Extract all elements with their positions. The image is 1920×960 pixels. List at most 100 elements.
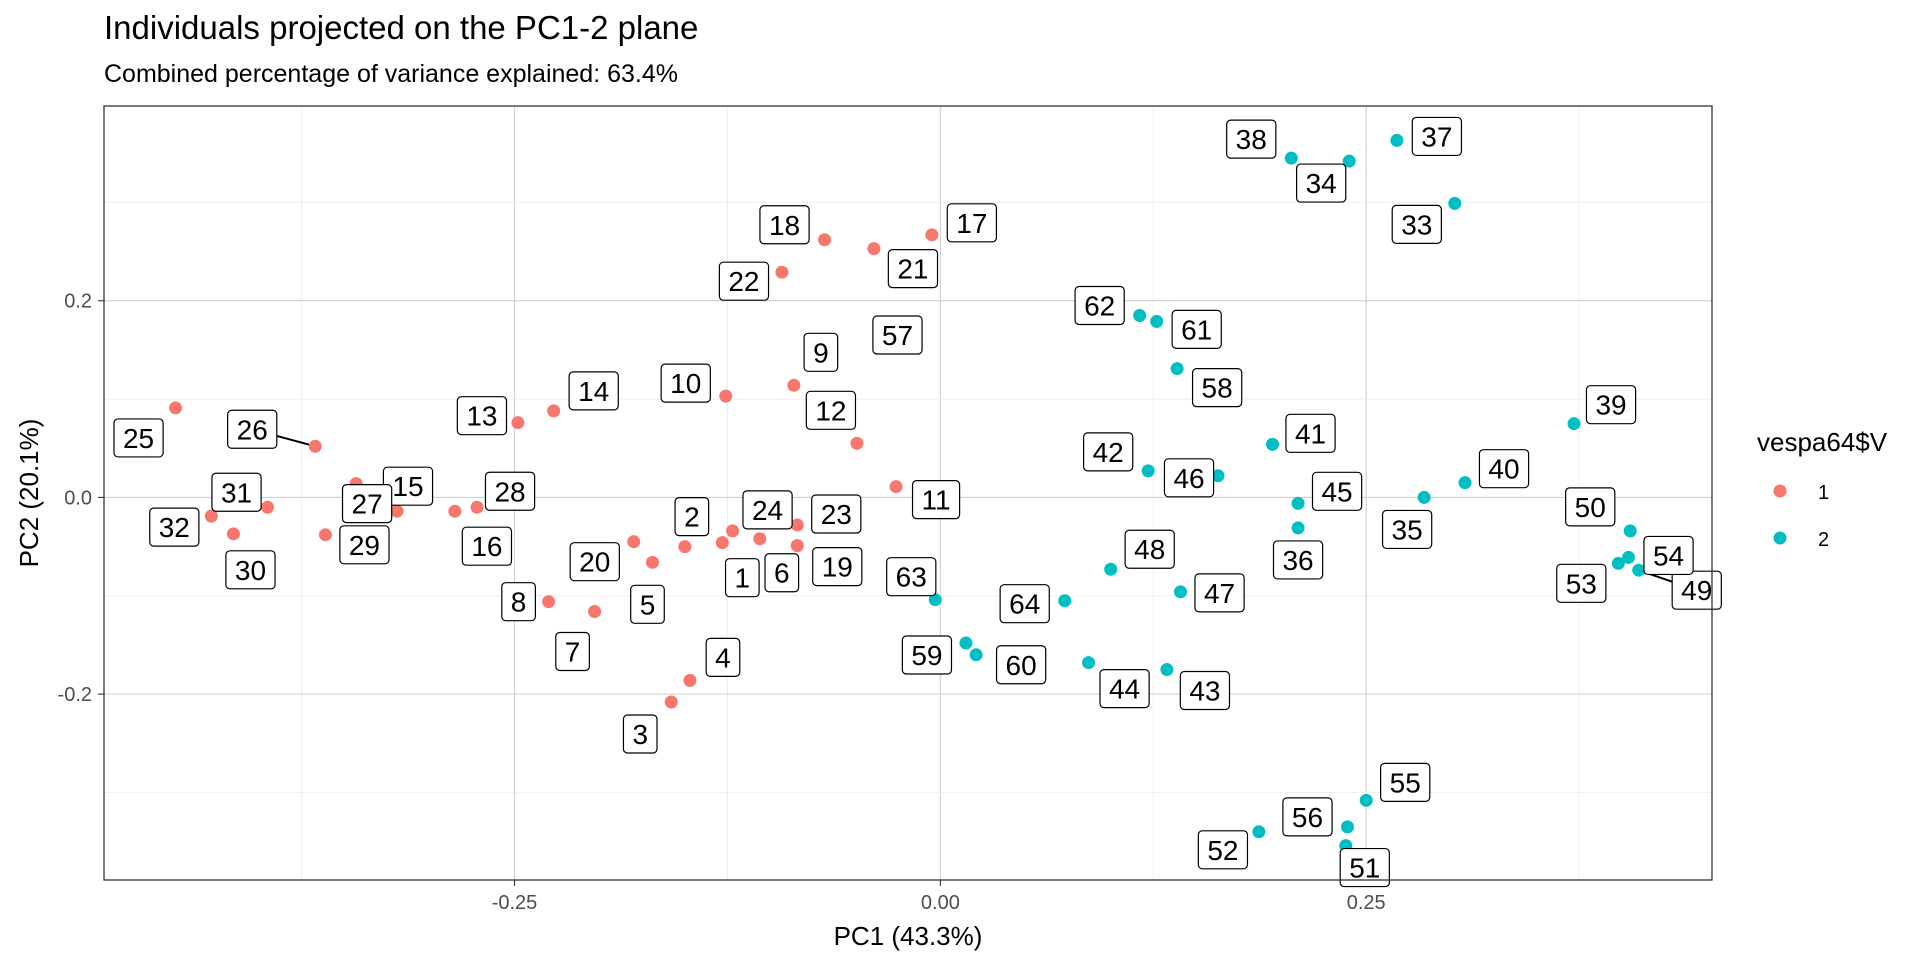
data-point-29 [318,528,332,542]
point-label-text: 38 [1236,124,1267,155]
point-label-box [1163,458,1215,498]
point-label-box [568,371,619,411]
data-point-59 [959,636,973,650]
point-label-text: 30 [235,555,266,586]
point-label-box [886,557,937,597]
data-point-15 [390,504,404,518]
point-label-text: 27 [352,489,383,520]
point-label-55: 55 [1380,762,1431,802]
point-label-50: 50 [1565,487,1616,527]
data-point-25 [169,401,183,415]
point-label-text: 16 [471,531,502,562]
point-label-text: 40 [1488,454,1519,485]
point-label-text: 45 [1321,476,1352,507]
data-point-26 [308,439,322,453]
point-label-box [225,550,276,590]
point-label-text: 60 [1006,650,1037,681]
point-label-34: 34 [1295,163,1347,203]
point-label-box [660,363,711,403]
point-label-text: 18 [769,210,800,241]
point-label-text: 14 [578,376,609,407]
data-point-33 [1448,196,1462,210]
point-label-box [1478,449,1530,489]
point-label-23: 23 [811,494,862,534]
point-label-2: 2 [674,496,710,537]
point-label-36: 36 [1272,540,1324,580]
data-point-34 [1342,154,1356,168]
data-point-3 [664,695,678,709]
point-label-11: 11 [911,480,961,520]
y-tick-label: 0.2 [64,291,92,313]
data-point-54 [1622,550,1636,564]
point-label-8: 8 [501,582,536,622]
point-label-text: 6 [774,558,790,589]
point-label-box [1295,163,1347,203]
point-label-51: 51 [1339,847,1390,888]
data-point-10 [719,389,733,403]
point-label-text: 7 [565,637,581,668]
point-label-box [805,390,857,430]
point-label-box [1197,830,1249,870]
legend-key-2 [1773,531,1787,545]
point-label-box [1311,471,1363,511]
data-point-40 [1458,476,1472,490]
point-label-box [1099,669,1150,709]
point-label-box [149,507,200,547]
point-label-53: 53 [1556,563,1607,603]
point-label-60: 60 [995,645,1047,685]
point-label-6: 6 [764,553,800,593]
data-points [169,133,1646,853]
point-label-text: 24 [752,495,783,526]
point-label-box [1171,309,1222,349]
data-point-43 [1160,663,1174,677]
point-label-3: 3 [622,714,658,754]
point-label-text: 3 [632,719,648,750]
point-label-text: 43 [1189,676,1220,707]
point-label-text: 42 [1093,437,1124,468]
x-axis-title: PC1 (43.3%) [834,921,983,951]
point-label-64: 64 [999,584,1050,624]
point-label-text: 55 [1390,767,1421,798]
data-point-63 [928,593,942,607]
point-label-44: 44 [1099,669,1150,709]
point-label-7: 7 [555,631,590,672]
data-point-14 [547,404,561,418]
point-label-text: 46 [1173,463,1204,494]
x-axis-ticks: -0.25 0.00 0.25 [492,880,1386,914]
point-label-32: 32 [149,507,200,547]
point-label-box [501,582,536,622]
point-label-box [759,205,810,245]
point-label-48: 48 [1124,529,1175,569]
data-point-8 [542,595,556,609]
legend-key-1 [1773,484,1787,498]
data-point-31 [261,500,275,514]
point-label-59: 59 [901,635,953,675]
point-labels: 1234567891011121314151617181920212223242… [113,116,1722,888]
chart-subtitle: Combined percentage of variance explaine… [104,60,678,88]
point-label-text: 10 [670,368,701,399]
point-label-box [887,249,939,289]
point-label-box [1194,573,1245,613]
data-point-46 [1211,469,1225,483]
point-label-text: 20 [579,547,610,578]
data-point-12 [850,436,864,450]
point-label-text: 49 [1681,575,1712,606]
point-label-62: 62 [1074,285,1125,326]
point-label-63: 63 [886,557,937,597]
point-label-text: 17 [956,208,987,239]
point-label-box [724,558,760,598]
point-label-text: 8 [511,587,527,618]
point-label-text: 31 [221,477,252,508]
point-label-box [555,631,590,672]
point-label-box [113,418,164,458]
point-label-52: 52 [1197,830,1249,870]
point-label-45: 45 [1311,471,1363,511]
point-label-text: 21 [897,254,928,285]
data-point-52 [1252,825,1266,839]
point-label-box [630,584,665,624]
point-label-text: 58 [1202,373,1233,404]
legend-label-2: 2 [1818,529,1829,551]
data-point-4 [683,673,697,687]
point-label-18: 18 [759,205,810,245]
data-point-48 [1104,562,1118,576]
